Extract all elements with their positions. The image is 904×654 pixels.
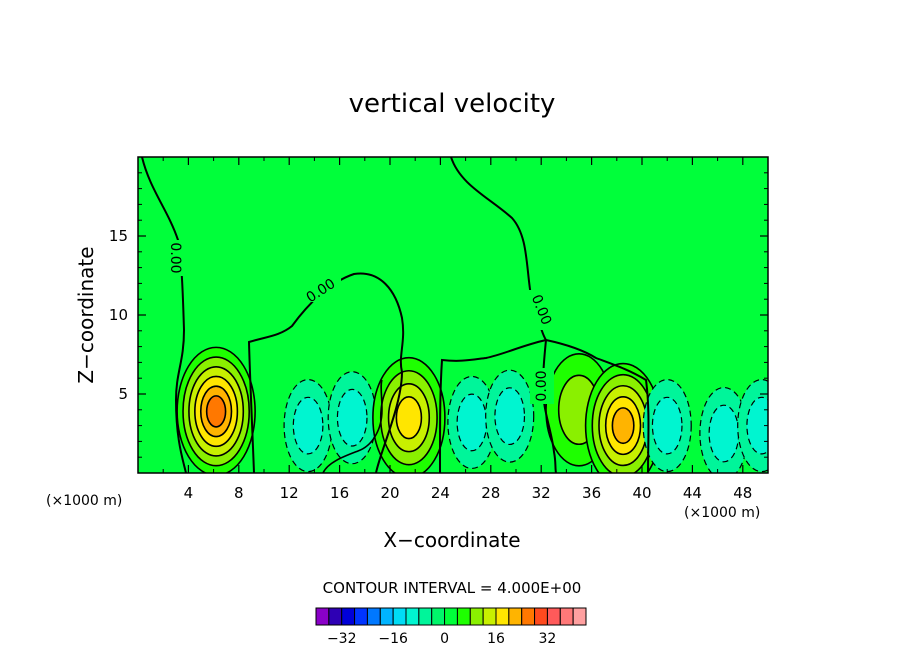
x-tick-label: 16 <box>330 484 349 502</box>
x-tick-label: 4 <box>184 484 194 502</box>
colorbar-swatch <box>315 607 330 626</box>
colorbar-tick-label: 32 <box>539 631 557 647</box>
colorbar-swatch <box>572 607 587 626</box>
colorbar-tick-label: 16 <box>487 631 505 647</box>
colorbar-swatch <box>379 607 394 626</box>
zero-contour-right <box>450 157 557 473</box>
zero-contour-left <box>141 157 187 473</box>
colorbar-swatch <box>546 607 561 626</box>
colorbar-swatch <box>328 607 343 626</box>
zero-contour-lines <box>141 157 650 473</box>
plot-area: 0.00 0.00 0.00 0.00 <box>137 156 769 474</box>
contour-label: 0.00 <box>167 242 183 273</box>
x-tick-label: 12 <box>280 484 299 502</box>
contour-labels: 0.00 0.00 0.00 0.00 <box>162 240 555 404</box>
colorbar: −32 −16 0 16 32 <box>315 607 587 647</box>
colorbar-swatch <box>469 607 484 626</box>
downdraft-contour <box>746 396 768 455</box>
colorbar-swatch <box>534 607 548 626</box>
x-tick-label: 36 <box>582 484 601 502</box>
x-tick-label: 20 <box>380 484 399 502</box>
x-axis: 4 8 12 16 20 24 28 32 36 40 44 48 <box>162 157 752 502</box>
colorbar-swatch <box>559 607 574 626</box>
colorbar-swatch <box>456 607 471 626</box>
colorbar-swatch <box>392 607 407 626</box>
updraft-contour <box>611 407 635 445</box>
chart-title: vertical velocity <box>349 89 556 119</box>
x-tick-label: 8 <box>234 484 244 502</box>
x-unit-left: (×1000 m) <box>46 493 122 509</box>
y-axis-title: Z−coordinate <box>74 246 98 383</box>
colorbar-swatch <box>444 607 458 626</box>
downdraft-contour <box>494 387 526 446</box>
x-tick-label: 24 <box>431 484 450 502</box>
colorbar-swatch <box>431 607 446 626</box>
x-tick-label: 44 <box>683 484 702 502</box>
colorbar-swatch <box>405 607 420 626</box>
colorbar-swatch <box>521 607 536 626</box>
colorbar-swatch <box>354 607 368 626</box>
contour-label: 0.00 <box>534 370 550 401</box>
x-axis-title: X−coordinate <box>383 528 520 552</box>
updraft-contour <box>395 396 423 440</box>
contour-fields <box>176 346 768 473</box>
x-tick-label: 32 <box>532 484 551 502</box>
downdraft-contour <box>456 393 488 452</box>
colorbar-swatch <box>508 607 523 626</box>
x-tick-label: 28 <box>481 484 500 502</box>
downdraft-contour <box>651 396 683 455</box>
y-tick-label: 15 <box>109 227 128 245</box>
colorbar-swatch <box>418 607 433 626</box>
x-unit-right: (×1000 m) <box>684 505 760 521</box>
colorbar-swatch <box>495 607 510 626</box>
x-tick-label: 48 <box>733 484 752 502</box>
colorbar-swatch <box>366 607 381 626</box>
colorbar-swatch <box>482 607 497 626</box>
downdraft-contour <box>292 396 324 455</box>
y-tick-label: 10 <box>109 306 128 324</box>
downdraft-contour <box>708 404 740 463</box>
zero-contour-center <box>322 379 383 473</box>
contour-interval-text: CONTOUR INTERVAL = 4.000E+00 <box>323 579 582 597</box>
colorbar-tick-label: 0 <box>440 631 449 647</box>
updraft-contour <box>205 395 227 428</box>
colorbar-swatch <box>341 607 356 626</box>
y-axis: 5 10 15 <box>109 172 768 458</box>
downdraft-contour <box>336 388 368 447</box>
x-tick-label: 40 <box>632 484 651 502</box>
zero-contour-dome <box>247 272 405 473</box>
zero-contour-ridge <box>439 338 650 473</box>
colorbar-tick-label: −32 <box>327 631 357 647</box>
y-tick-label: 5 <box>118 385 128 403</box>
colorbar-tick-label: −16 <box>378 631 408 647</box>
